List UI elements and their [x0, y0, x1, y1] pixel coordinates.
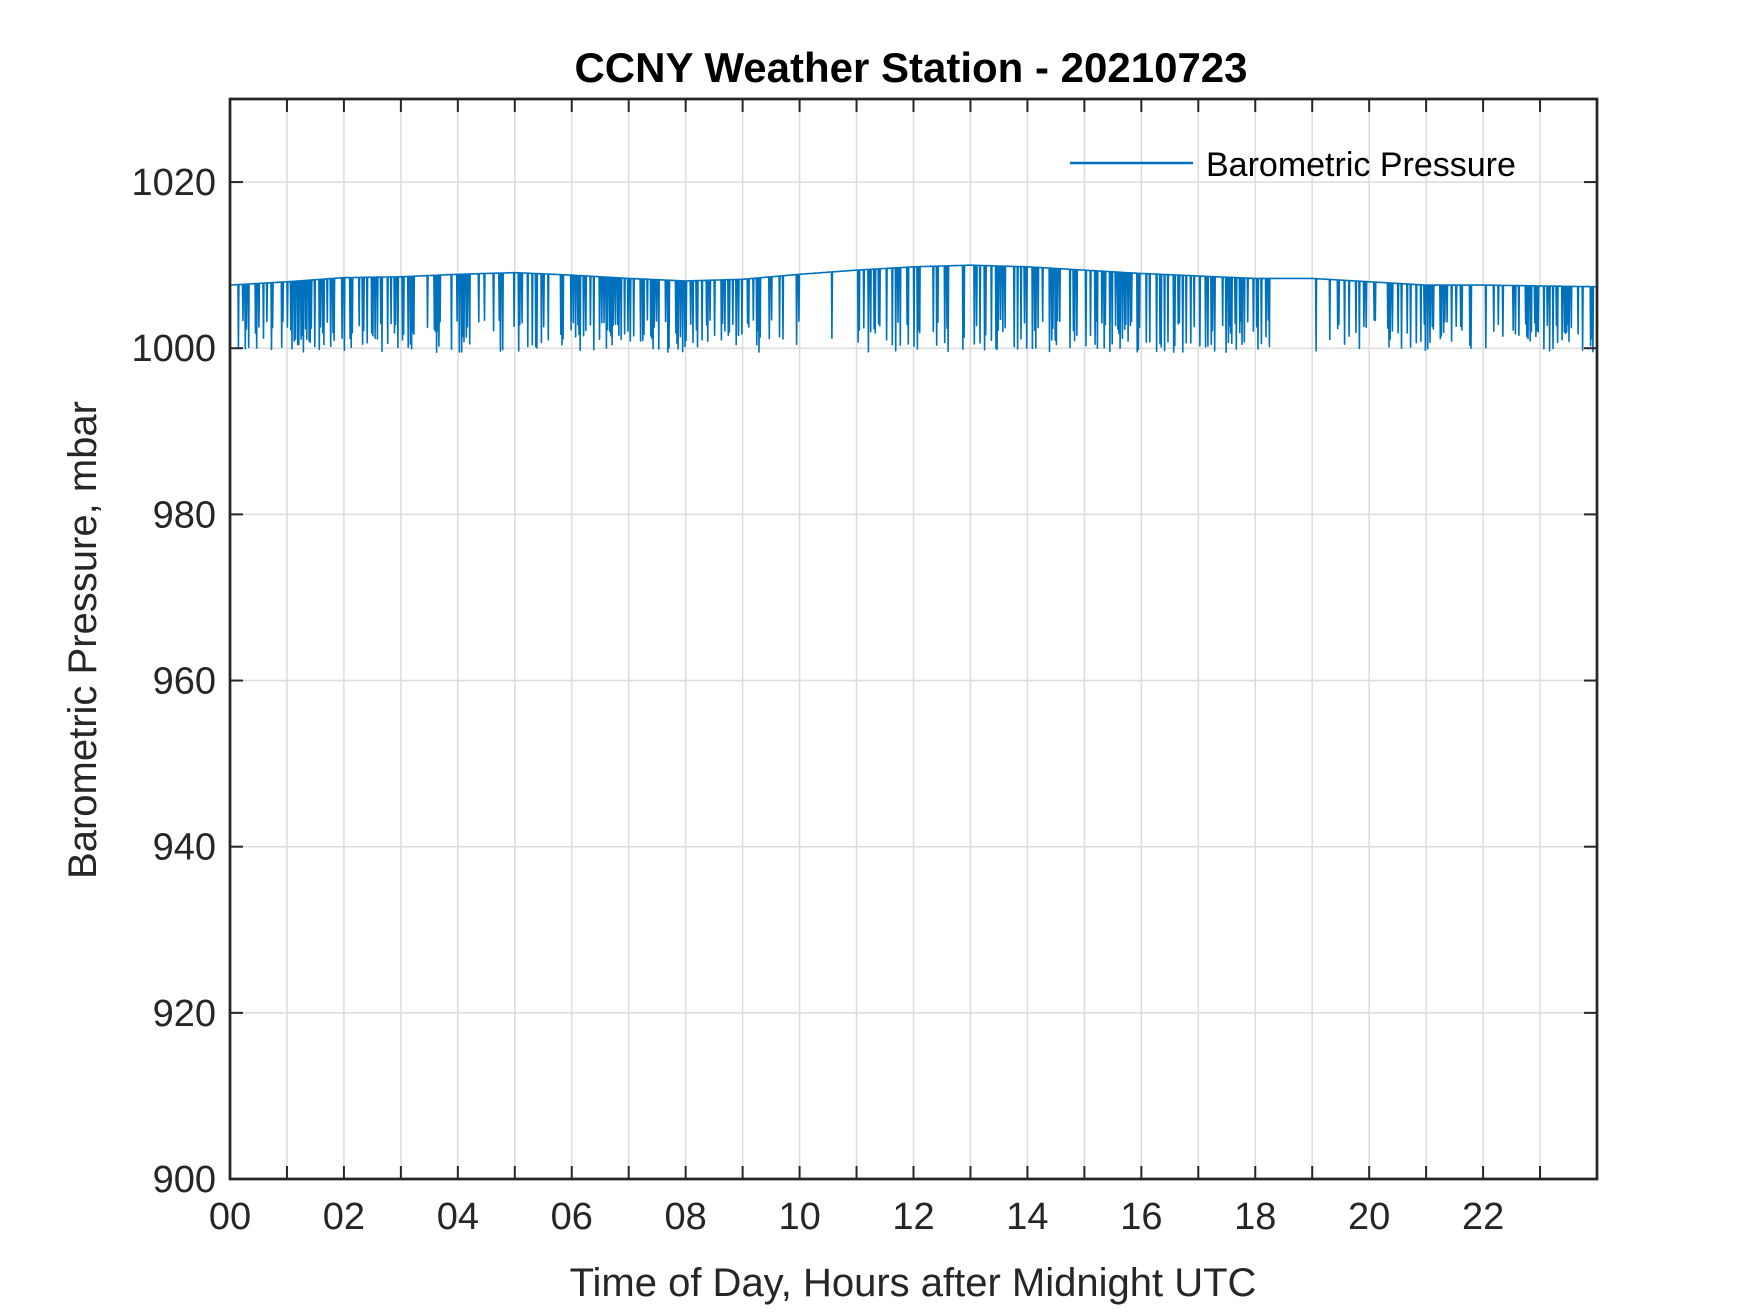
axis-ticks: [230, 99, 1597, 1180]
y-tick-label: 920: [153, 993, 216, 1035]
x-axis-label: Time of Day, Hours after Midnight UTC: [570, 1261, 1257, 1305]
x-tick-label: 06: [551, 1196, 593, 1238]
x-tick-label: 18: [1234, 1196, 1276, 1238]
series-line-barometric-pressure: [229, 264, 1598, 353]
x-tick-label: 08: [665, 1196, 707, 1238]
x-tick-label: 02: [323, 1196, 365, 1238]
x-tick-label: 04: [437, 1196, 479, 1238]
legend: Barometric Pressure: [1070, 146, 1516, 184]
y-tick-label: 940: [153, 827, 216, 869]
y-tick-label: 960: [153, 661, 216, 703]
y-axis-label: Barometric Pressure, mbar: [61, 401, 105, 879]
x-tick-label: 16: [1120, 1196, 1162, 1238]
x-tick-label: 12: [892, 1196, 934, 1238]
y-tick-label: 980: [153, 494, 216, 536]
y-tick-label: 900: [153, 1159, 216, 1201]
y-tick-labels: 900 920 940 960 980 1000 1020: [131, 162, 216, 1201]
x-tick-label: 22: [1462, 1196, 1504, 1238]
x-tick-labels: 00 02 04 06 08 10 12 14 16 18 20 22: [209, 1196, 1504, 1238]
y-tick-label: 1020: [131, 162, 216, 204]
y-tick-label: 1000: [131, 328, 216, 370]
legend-entry-barometric-pressure: Barometric Pressure: [1206, 146, 1516, 184]
x-tick-label: 00: [209, 1196, 251, 1238]
x-tick-label: 10: [778, 1196, 820, 1238]
x-tick-label: 14: [1006, 1196, 1048, 1238]
chart-title: CCNY Weather Station - 20210723: [574, 44, 1247, 91]
series-barometric-pressure: [229, 264, 1598, 353]
plot-frame: [228, 97, 1599, 1181]
x-tick-label: 20: [1348, 1196, 1390, 1238]
